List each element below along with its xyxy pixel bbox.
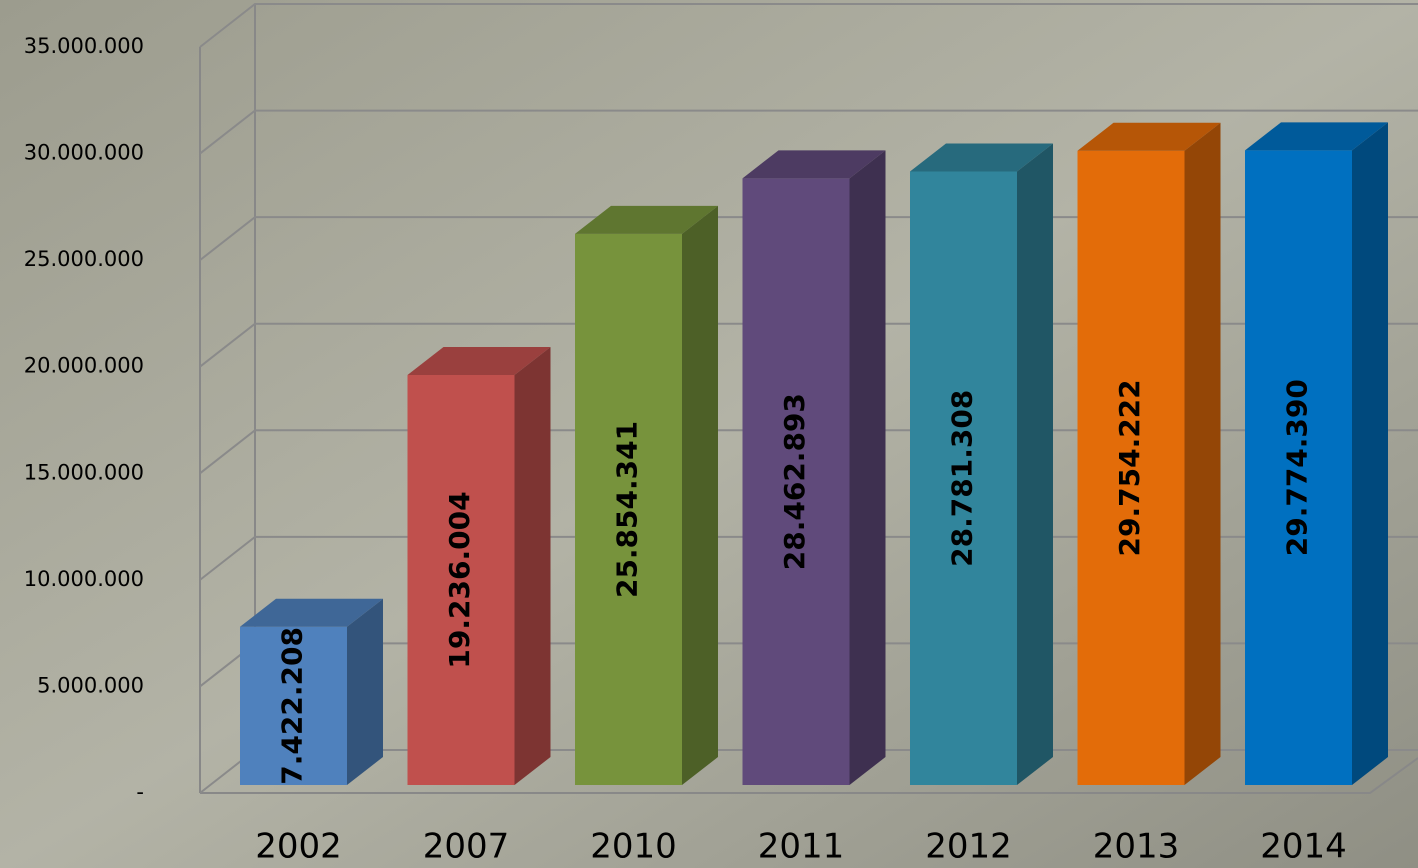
bar-top — [407, 346, 551, 375]
floor-line — [200, 757, 1418, 794]
bar-side — [1184, 122, 1221, 786]
bar — [742, 150, 886, 786]
bar — [910, 143, 1053, 785]
value-label: 25.854.341 — [611, 421, 644, 598]
x-tick-label: 2002 — [255, 827, 342, 867]
value-label: 7.422.208 — [276, 627, 309, 785]
bar-front — [240, 626, 347, 785]
x-tick-label: 2014 — [1260, 827, 1347, 867]
y-tick-label: 10.000.000 — [24, 567, 144, 591]
y-tick-label: 15.000.000 — [24, 460, 144, 484]
bar-side — [682, 205, 718, 786]
bar — [575, 205, 718, 786]
value-label: 19.236.004 — [443, 491, 476, 668]
bar — [1245, 122, 1388, 786]
x-tick-label: 2012 — [925, 827, 1012, 867]
bar — [240, 598, 383, 785]
value-label: 28.462.893 — [778, 393, 811, 570]
bar-side — [1352, 122, 1388, 786]
bar-side — [347, 598, 383, 785]
bar — [1077, 122, 1221, 786]
y-tick-label: 5.000.000 — [37, 673, 144, 697]
bar — [407, 346, 551, 785]
bar-top — [240, 598, 383, 627]
bar-front — [407, 374, 515, 785]
x-tick-label: 2011 — [758, 827, 845, 867]
bar-side — [514, 346, 551, 785]
x-tick-label: 2007 — [423, 827, 510, 867]
grid-line — [199, 3, 1418, 48]
bar-front — [1245, 150, 1352, 786]
grid-line — [199, 109, 1418, 155]
y-tick-label: 35.000.000 — [24, 34, 144, 58]
x-tick-label: 2013 — [1093, 827, 1180, 867]
x-tick-label: 2010 — [590, 827, 677, 867]
value-label: 29.774.390 — [1281, 379, 1314, 556]
y-tick-label: 25.000.000 — [24, 247, 144, 271]
bar-front — [742, 178, 850, 786]
bar-top — [742, 150, 886, 179]
y-tick-label: - — [136, 780, 144, 804]
bar-top — [575, 205, 718, 234]
value-label: 29.754.222 — [1113, 379, 1146, 556]
bar-front — [1077, 150, 1185, 786]
bar-top — [1245, 122, 1388, 151]
bar-front — [575, 233, 682, 786]
bar-side — [1017, 143, 1053, 785]
value-label: 28.781.308 — [946, 390, 979, 567]
bar-top — [910, 143, 1053, 172]
bar-front — [910, 171, 1017, 785]
bar-top — [1077, 122, 1221, 151]
y-tick-label: 20.000.000 — [24, 354, 144, 378]
bar-side — [849, 150, 886, 786]
y-tick-label: 30.000.000 — [24, 141, 144, 165]
